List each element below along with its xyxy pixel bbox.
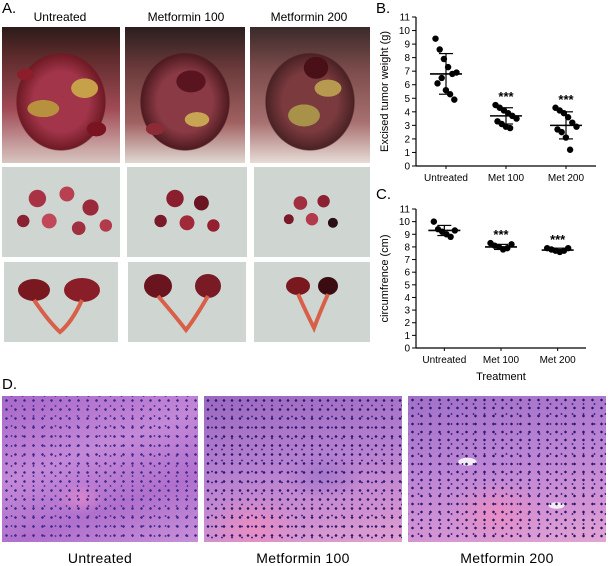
chart-c-x-tick-label: Met 100 <box>483 355 520 366</box>
photo-tumor-met200 <box>254 167 370 257</box>
chart-b-data-point <box>506 124 514 132</box>
chart-b-y-tick-label: 8 <box>404 53 410 64</box>
photo-uterus-untreated <box>4 262 118 342</box>
chart-c-y-tick-label: 10 <box>399 217 411 228</box>
histology-untreated <box>2 396 198 542</box>
panel-d-label: D. <box>2 376 17 393</box>
chart-c-data-point <box>447 233 454 240</box>
chart-b-y-tick-label: 4 <box>404 107 410 118</box>
photo-uterus-met200 <box>254 262 370 342</box>
chart-b-y-tick-label: 9 <box>404 40 410 51</box>
chart-b-y-tick-label: 5 <box>404 94 410 105</box>
chart-b-data-point <box>513 115 520 122</box>
chart-c-data-point <box>430 218 438 225</box>
chart-b-data-point <box>451 96 458 103</box>
chart-b-y-tick-label: 3 <box>404 121 410 132</box>
chart-b-y-tick-label: 1 <box>404 148 410 159</box>
chart-b-data-point <box>432 35 439 42</box>
chart-b-x-tick-label: Met 100 <box>488 173 525 184</box>
chart-b-data-point <box>438 74 445 82</box>
chart-c-y-tick-label: 11 <box>400 205 411 216</box>
panel-a-col-label-met100: Metformin 100 <box>147 10 225 24</box>
chart-c-data-point <box>508 241 515 248</box>
histology-met100 <box>204 396 402 542</box>
photo-tumor-untreated <box>2 167 120 257</box>
chart-b-y-tick-label: 2 <box>404 134 410 145</box>
uterus-sketch-met100 <box>144 274 221 334</box>
uterus-sketch-met200 <box>286 277 338 333</box>
chart-b-x-tick-label: Met 200 <box>548 173 585 184</box>
chart-c-y-tick-label: 4 <box>404 293 410 304</box>
chart-b-y-tick-label: 11 <box>400 13 411 24</box>
chart-b-data-point <box>573 123 580 130</box>
histology-caption-met200: Metformin 200 <box>460 550 554 566</box>
histology-caption-untreated: Untreated <box>67 550 133 566</box>
photo-abdomen-met100 <box>125 27 245 163</box>
photo-abdomen-untreated <box>2 27 120 163</box>
chart-tumor-weight: 0 1 2 3 4 5 6 7 8 9 10 11 Excised tumor weight (g) Un… <box>379 13 596 184</box>
photo-abdomen-met200 <box>250 27 370 163</box>
chart-c-y-tick-label: 7 <box>404 255 410 266</box>
chart-c-y-tick-label: 9 <box>404 230 410 241</box>
chart-c-y-tick-label: 3 <box>404 306 410 317</box>
chart-b-y-tick-label: 7 <box>404 67 410 78</box>
chart-c-significance-marker: *** <box>493 227 509 242</box>
chart-c-y-tick-label: 1 <box>404 331 410 342</box>
chart-c-y-tick-label: 6 <box>404 268 410 279</box>
chart-c-x-tick-label: Met 200 <box>540 355 577 366</box>
panel-a-label: A. <box>2 0 17 17</box>
panel-a-col-label-met200: Metformin 200 <box>270 10 348 24</box>
chart-b-data-point <box>434 80 441 87</box>
chart-b-y-tick-label: 0 <box>404 162 410 173</box>
chart-c-y-axis-title: circumfrence (cm) <box>379 234 391 322</box>
photo-uterus-met100 <box>128 262 246 342</box>
chart-c-y-tick-label: 5 <box>404 280 410 291</box>
chart-b-data-point <box>453 69 460 76</box>
chart-b-data-point <box>566 146 574 153</box>
chart-b-data-point <box>558 128 565 136</box>
uterus-sketch-untreated <box>18 278 100 335</box>
chart-c-y-tick-label: 0 <box>404 344 410 355</box>
histology-caption-met100: Metformin 100 <box>256 550 350 566</box>
chart-b-y-tick-label: 6 <box>404 80 410 91</box>
chart-b-y-axis-title: Excised tumor weight (g) <box>379 31 391 152</box>
chart-c-x-axis-title: Treatment <box>476 371 526 383</box>
histology-met200 <box>408 396 606 542</box>
chart-b-data-point <box>436 46 443 53</box>
chart-b-x-tick-label: Untreated <box>424 173 468 184</box>
chart-b-data-point <box>569 119 576 126</box>
chart-c-y-tick-label: 2 <box>404 318 410 329</box>
panel-c-label: C. <box>376 186 391 203</box>
chart-c-significance-marker: *** <box>550 232 566 247</box>
panel-a-col-label-untreated: Untreated <box>33 10 87 24</box>
panel-b-label: B. <box>376 0 391 17</box>
chart-c-y-tick-label: 8 <box>404 242 410 253</box>
chart-b-significance-marker: *** <box>498 89 514 104</box>
photo-tumor-met100 <box>127 167 247 257</box>
chart-b-y-tick-label: 10 <box>399 26 411 37</box>
chart-b-significance-marker: *** <box>558 92 574 107</box>
chart-c-x-tick-label: Untreated <box>422 355 466 366</box>
